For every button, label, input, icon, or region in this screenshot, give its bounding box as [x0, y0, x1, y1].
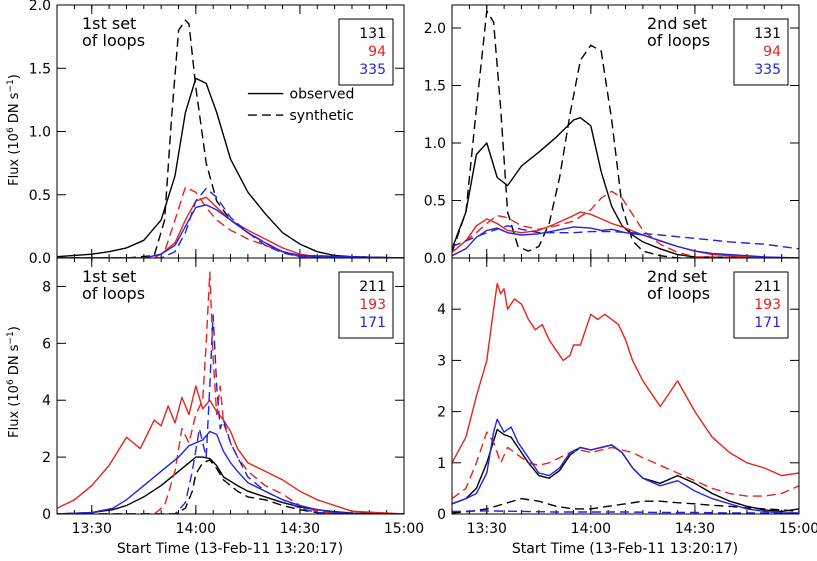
series-line-131-observed	[57, 77, 404, 258]
panel-title: 1st set	[82, 267, 136, 286]
series-line-211-synthetic	[57, 459, 404, 514]
series-line-94-synthetic	[452, 190, 799, 258]
series-line-211-observed	[452, 428, 799, 513]
y-tick-label: 1.0	[29, 125, 51, 141]
y-axis-label-bottom: Flux (106 DN s−1)	[6, 326, 22, 438]
y-tick-label: 8	[42, 279, 51, 295]
y-tick-label: 0.0	[29, 251, 51, 267]
series-line-335-synthetic	[57, 187, 404, 258]
y-tick-label: 2.0	[29, 0, 51, 14]
series-line-335-observed	[452, 226, 799, 258]
legend-entry: 131	[754, 26, 781, 42]
panel-title: of loops	[82, 284, 145, 303]
panel-title: 2nd set	[647, 14, 707, 33]
legend-entry: 335	[754, 62, 781, 78]
series-line-211-synthetic	[452, 497, 799, 514]
x-tick-label: 14:30	[280, 521, 320, 537]
series-line-193-observed	[57, 385, 404, 514]
series-line-171-synthetic	[57, 314, 404, 514]
panel-title: of loops	[82, 31, 145, 50]
series-line-171-synthetic	[452, 510, 799, 514]
x-axis-label-left: Start Time (13-Feb-11 13:20:17)	[117, 541, 343, 557]
y-tick-label: 0.0	[424, 251, 446, 267]
legend-entry: 193	[754, 297, 781, 313]
series-line-193-observed	[452, 282, 799, 477]
legend-box	[733, 18, 789, 86]
series-line-131-synthetic	[452, 10, 799, 258]
y-tick-label: 1.5	[424, 79, 446, 95]
y-tick-label: 2.0	[424, 21, 446, 37]
y-axis-label-top: Flux (106 DN s−1)	[6, 74, 22, 186]
series-line-193-synthetic	[452, 431, 799, 500]
series-line-211-observed	[57, 456, 404, 514]
legend-box	[338, 18, 394, 86]
legend-entry: 211	[359, 279, 386, 295]
y-tick-label: 3	[437, 353, 446, 369]
series-line-335-synthetic	[452, 225, 799, 250]
x-tick-label: 15:00	[779, 521, 817, 537]
x-tick-label: 14:30	[675, 521, 715, 537]
legend-entry: 171	[359, 315, 386, 331]
y-tick-label: 2	[437, 405, 446, 421]
panel-title: 1st set	[82, 14, 136, 33]
plot-frame	[451, 257, 800, 515]
y-tick-label: 4	[437, 302, 446, 318]
legend-box	[338, 271, 394, 339]
x-tick-label: 14:00	[571, 521, 611, 537]
y-tick-label: 0	[42, 507, 51, 523]
x-tick-label: 13:30	[72, 521, 112, 537]
legend-entry: 335	[359, 62, 386, 78]
panel-title: of loops	[647, 284, 710, 303]
y-tick-label: 2	[42, 450, 51, 466]
series-line-131-observed	[452, 117, 799, 258]
legend-entry: 193	[359, 297, 386, 313]
series-line-171-observed	[57, 430, 404, 514]
series-line-171-observed	[452, 418, 799, 514]
series-line-94-observed	[57, 196, 404, 258]
y-tick-label: 0	[437, 507, 446, 523]
legend-label-observed: observed	[290, 87, 355, 103]
panel-title: 2nd set	[647, 267, 707, 286]
x-tick-label: 15:00	[384, 521, 424, 537]
series-line-335-observed	[57, 204, 404, 258]
legend-label-synthetic: synthetic	[290, 108, 355, 124]
series-line-94-synthetic	[57, 186, 404, 258]
y-tick-label: 1.0	[424, 136, 446, 152]
y-tick-label: 6	[42, 336, 51, 352]
y-tick-label: 1	[437, 456, 446, 472]
y-tick-label: 0.5	[424, 194, 446, 210]
plot-frame	[56, 257, 405, 515]
legend-box	[733, 271, 789, 339]
series-line-193-synthetic	[57, 271, 404, 514]
legend-entry: 171	[754, 315, 781, 331]
legend-entry: 211	[754, 279, 781, 295]
legend-entry: 94	[368, 44, 386, 60]
legend-entry: 94	[763, 44, 781, 60]
x-tick-label: 13:30	[467, 521, 507, 537]
legend-entry: 131	[359, 26, 386, 42]
panel-title: of loops	[647, 31, 710, 50]
y-tick-label: 1.5	[29, 61, 51, 77]
x-axis-label-right: Start Time (13-Feb-11 13:20:17)	[512, 541, 738, 557]
y-tick-label: 4	[42, 393, 51, 409]
y-tick-label: 0.5	[29, 188, 51, 204]
x-tick-label: 14:00	[176, 521, 216, 537]
